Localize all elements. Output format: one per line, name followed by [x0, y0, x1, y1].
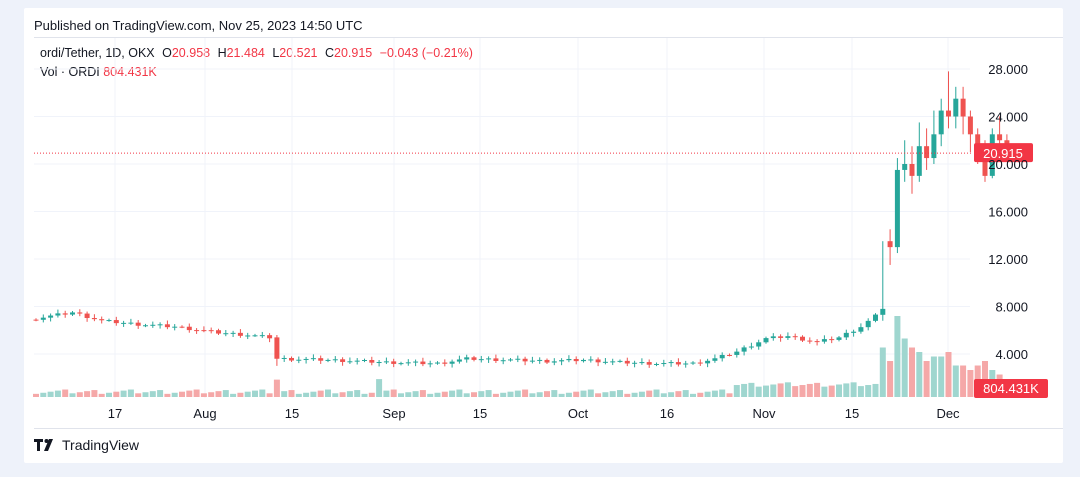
- low-key: L: [272, 46, 280, 60]
- close-value: 20.915: [334, 46, 373, 60]
- low-value: 20.521: [279, 46, 318, 60]
- volume-legend: Vol · ORDI 804.431K: [40, 65, 157, 79]
- open-key: O: [162, 46, 172, 60]
- published-caption: Published on TradingView.com, Nov 25, 20…: [34, 18, 363, 33]
- high-key: H: [217, 46, 227, 60]
- high-value: 21.484: [226, 46, 265, 60]
- tradingview-logo-icon: [34, 439, 53, 451]
- ohlc-legend: ordi/Tether, 1D, OKX O20.958 H21.484 L20…: [40, 46, 473, 60]
- volume-label[interactable]: Vol · ORDI: [40, 65, 100, 79]
- brand-name: TradingView: [62, 437, 140, 453]
- tradingview-brand[interactable]: TradingView: [34, 437, 139, 453]
- chart-frame: [34, 37, 1063, 429]
- volume-value: 804.431K: [103, 65, 157, 79]
- change-value: −0.043 (−0.21%): [379, 46, 473, 60]
- symbol-label[interactable]: ordi/Tether, 1D, OKX: [40, 46, 155, 60]
- open-value: 20.958: [171, 46, 211, 60]
- close-key: C: [325, 46, 335, 60]
